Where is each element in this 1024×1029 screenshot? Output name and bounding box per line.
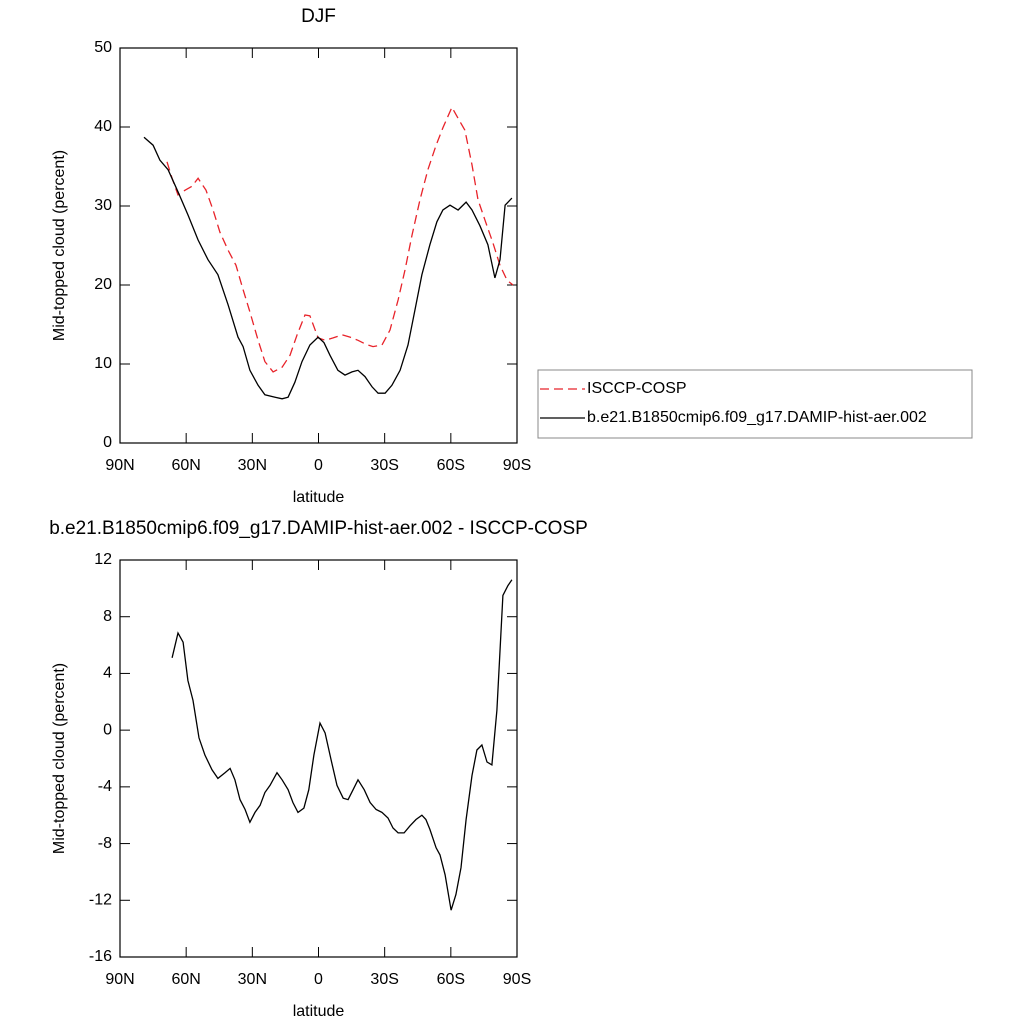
x-tick-label: 90S (503, 457, 531, 474)
x-tick-label: 30S (370, 971, 398, 988)
x-tick-label: 60S (437, 971, 465, 988)
x-tick-label: 90S (503, 971, 531, 988)
plot-frame (119, 47, 518, 444)
y-tick-label: 50 (94, 39, 112, 56)
y-tick-label: 12 (94, 551, 112, 568)
y-tick-label: -8 (98, 835, 112, 852)
y-tick-label: 30 (94, 197, 112, 214)
x-axis-label: latitude (293, 1003, 345, 1020)
x-tick-label: 30S (370, 457, 398, 474)
legend: ISCCP-COSP b.e21.B1850cmip6.f09_g17.DAMIP… (537, 369, 973, 439)
data-line (143, 136, 513, 400)
plot-frame (119, 559, 518, 958)
x-tick-label: 60N (171, 971, 200, 988)
x-tick-label: 60S (437, 457, 465, 474)
y-tick-label: 0 (103, 434, 112, 451)
x-tick-label: 0 (314, 457, 323, 474)
y-axis-label: Mid-topped cloud (percent) (51, 663, 68, 854)
y-tick-label: 8 (103, 608, 112, 625)
y-tick-label: 40 (94, 118, 112, 135)
y-tick-label: -16 (89, 948, 112, 965)
x-tick-label: 60N (171, 457, 200, 474)
x-tick-label: 30N (238, 971, 267, 988)
y-tick-label: 20 (94, 276, 112, 293)
chart-title: b.e21.B1850cmip6.f09_g17.DAMIP-hist-aer.… (49, 518, 588, 539)
x-tick-label: 0 (314, 971, 323, 988)
y-tick-label: 0 (103, 721, 112, 738)
y-tick-label: -12 (89, 892, 112, 909)
y-axis-label: Mid-topped cloud (percent) (51, 150, 68, 341)
x-tick-label: 90N (105, 457, 134, 474)
chart-title: DJF (301, 6, 336, 27)
legend-frame (537, 369, 973, 439)
y-tick-label: -4 (98, 778, 112, 795)
data-line (171, 579, 513, 911)
x-tick-label: 90N (105, 971, 134, 988)
y-tick-label: 4 (103, 665, 112, 682)
data-line (166, 105, 514, 373)
legend-label: ISCCP-COSP (587, 380, 687, 397)
x-axis-label: latitude (293, 489, 345, 506)
legend-label: b.e21.B1850cmip6.f09_g17.DAMIP-hist-aer.… (587, 409, 927, 426)
x-tick-label: 30N (238, 457, 267, 474)
y-tick-label: 10 (94, 355, 112, 372)
